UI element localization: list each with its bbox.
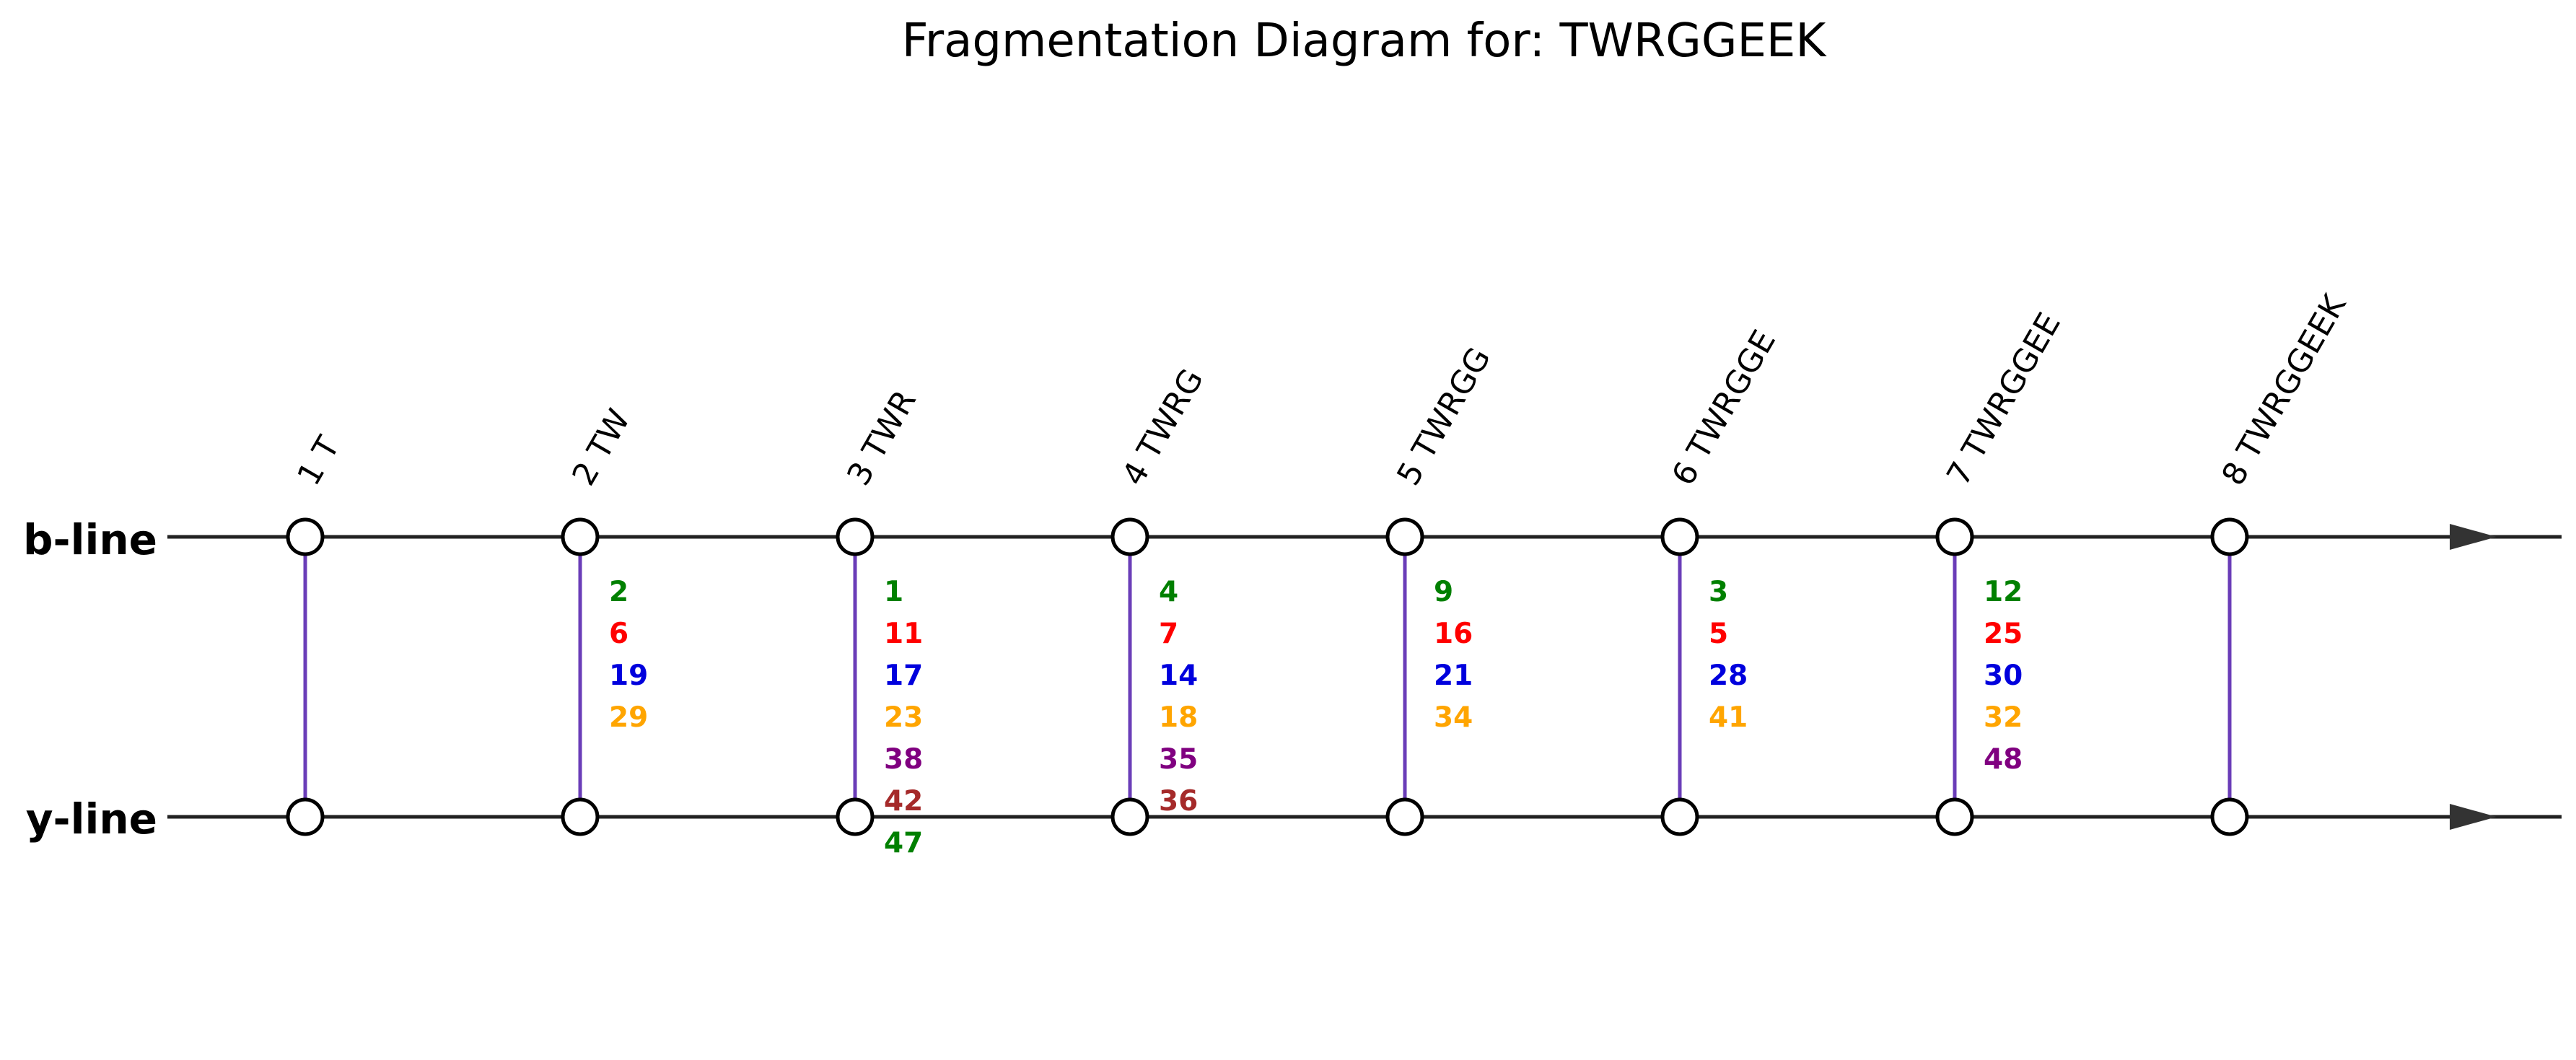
ion-number: 47: [884, 827, 923, 859]
ion-number: 16: [1434, 618, 1473, 650]
ion-number: 32: [1984, 701, 2023, 734]
ion-number: 2: [609, 576, 628, 608]
b-line-node: [286, 517, 325, 556]
ion-number: 19: [609, 660, 648, 692]
fragment-label: 4 TWRG: [1115, 363, 1211, 492]
ion-number: 12: [1984, 576, 2023, 608]
fragment-label: 8 TWRGGEEK: [2214, 288, 2354, 491]
y-line-node: [2210, 797, 2249, 836]
fragment-label: 7 TWRGGEE: [1940, 307, 2068, 491]
b-line-node: [1935, 517, 1974, 556]
ion-number: 4: [1159, 576, 1178, 608]
b-line-node: [1110, 517, 1149, 556]
y-line-label: y-line: [26, 794, 157, 844]
y-line-node: [561, 797, 600, 836]
ion-number: 21: [1434, 660, 1473, 692]
ion-number: 28: [1709, 660, 1748, 692]
ion-number: 7: [1159, 618, 1178, 650]
b-line-node: [836, 517, 875, 556]
ion-number: 5: [1709, 618, 1728, 650]
fragment-label: 3 TWR: [840, 384, 924, 491]
ion-number: 3: [1709, 576, 1728, 608]
ion-number: 29: [609, 701, 648, 734]
ion-number: 35: [1159, 743, 1198, 776]
ion-number: 9: [1434, 576, 1453, 608]
b-line-node: [1385, 517, 1424, 556]
ion-number: 1: [884, 576, 903, 608]
y-line-arrowhead: [2450, 804, 2497, 830]
ion-number: 25: [1984, 618, 2023, 650]
ion-number: 6: [609, 618, 628, 650]
y-line-node: [1660, 797, 1699, 836]
ion-number-layer: 2619291111723384247471418353691621343528…: [609, 576, 2023, 859]
fragment-label: 6 TWRGGE: [1665, 324, 1783, 491]
y-line-node: [1385, 797, 1424, 836]
fragment-label: 5 TWRGG: [1390, 341, 1498, 491]
ion-number: 30: [1984, 660, 2023, 692]
b-line-node: [561, 517, 600, 556]
y-line-node: [1935, 797, 1974, 836]
ion-number: 41: [1709, 701, 1748, 734]
b-line-node: [1660, 517, 1699, 556]
ion-number: 48: [1984, 743, 2023, 776]
ion-number: 14: [1159, 660, 1198, 692]
y-line-node: [836, 797, 875, 836]
b-line-arrowhead: [2450, 524, 2497, 550]
fragment-label-layer: 1 T 2 TW 3 TWR 4 TWRG 5 TWRGG 6 TWRGGE 7 TWRGG…: [290, 288, 2354, 491]
y-line-node: [286, 797, 325, 836]
y-line-node: [1110, 797, 1149, 836]
b-line-node: [2210, 517, 2249, 556]
fragment-label: 2 TW: [565, 403, 637, 492]
ion-number: 18: [1159, 701, 1198, 734]
ion-number: 42: [884, 785, 923, 818]
diagram-title: Fragmentation Diagram for: TWRGGEEK: [902, 14, 1828, 68]
ion-number: 38: [884, 743, 923, 776]
b-line-label: b-line: [23, 515, 157, 564]
ion-number: 34: [1434, 701, 1473, 734]
node-layer: [286, 517, 2249, 836]
fragment-label: 1 T: [290, 430, 347, 491]
ion-number: 11: [884, 618, 923, 650]
ion-number: 36: [1159, 785, 1198, 818]
connector-layer: [303, 537, 2232, 817]
ion-number: 23: [884, 701, 923, 734]
ion-number: 17: [884, 660, 923, 692]
